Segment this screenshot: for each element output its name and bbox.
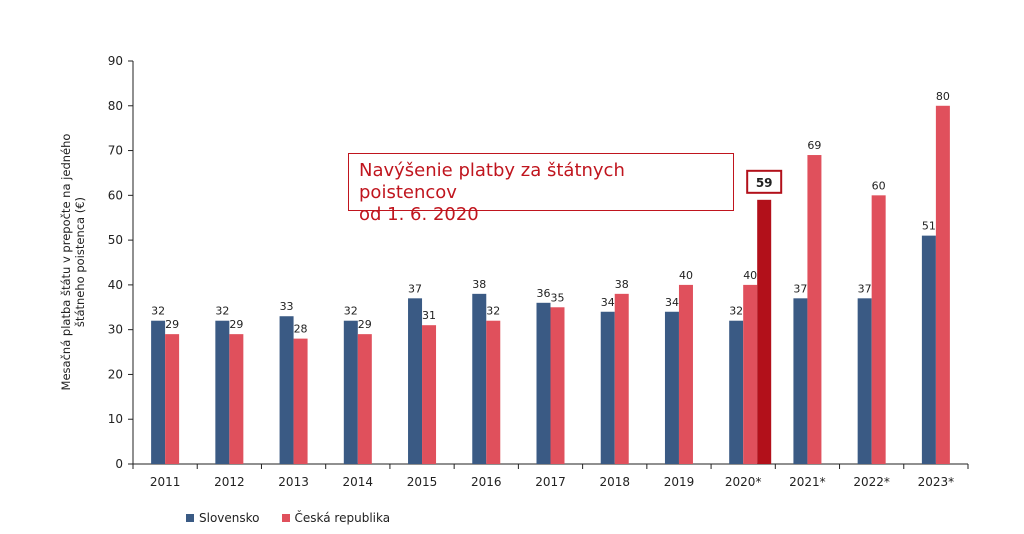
bar-slovensko: [729, 320, 744, 464]
data-label-slovensko: 33: [280, 300, 294, 313]
x-tick-label: 2012: [214, 475, 245, 489]
data-label-slovensko: 51: [922, 220, 936, 233]
bar-ceska-republika: [293, 338, 308, 464]
legend-label-slovensko: Slovensko: [199, 511, 260, 525]
bar-slovensko: [536, 302, 551, 464]
bar-slovensko: [279, 316, 294, 464]
annotation-line-2: od 1. 6. 2020: [359, 204, 479, 225]
highlight-label-box: [746, 169, 783, 194]
bar-ceska-republika: [422, 325, 437, 464]
x-tick-label: 2017: [535, 475, 566, 489]
legend-swatch-slovensko: [186, 514, 194, 522]
data-label-ceska-republika: 31: [422, 309, 436, 322]
data-label-slovensko: 37: [793, 282, 807, 295]
bars: [151, 105, 950, 465]
y-tick-label: 70: [108, 144, 123, 158]
data-label-ceska-republika: 69: [807, 139, 821, 152]
legend-label-ceska-republika: Česká republika: [294, 511, 391, 525]
y-tick-label: 50: [108, 233, 123, 247]
highlight-data-label: 59: [756, 176, 773, 190]
bar-slovensko: [857, 298, 872, 464]
x-tick-label: 2019: [664, 475, 695, 489]
x-tick-label: 2014: [343, 475, 374, 489]
bar-slovensko: [151, 320, 166, 464]
data-label-slovensko: 36: [537, 287, 551, 300]
bar-ceska-republika: [229, 334, 244, 464]
data-label-ceska-republika: 29: [229, 318, 243, 331]
y-axis-label-line-2: štátneho poistenca (€): [73, 197, 87, 327]
x-tick-label: 2013: [278, 475, 309, 489]
x-tick-label: 2020*: [725, 475, 762, 489]
bar-ceska-republika: [678, 284, 693, 464]
data-label-slovensko: 37: [858, 282, 872, 295]
x-tick-label: 2023*: [918, 475, 955, 489]
bar-slovensko: [343, 320, 358, 464]
data-label-ceska-republika: 38: [615, 278, 629, 291]
bar-ceska-republika: [614, 293, 629, 464]
bar-ceska-republika: [486, 320, 501, 464]
legend-item-ceska-republika: Česká republika: [281, 511, 391, 525]
bar-highlight-2020: [757, 199, 772, 465]
data-label-slovensko: 32: [151, 305, 165, 318]
bar-ceska-republika: [871, 195, 886, 465]
annotation-box: Navýšenie platby za štátnych poistencov …: [348, 153, 734, 225]
data-label-ceska-republika: 35: [551, 291, 565, 304]
data-label-slovensko: 37: [408, 282, 422, 295]
x-tick-label: 2022*: [853, 475, 890, 489]
y-tick-label: 30: [108, 323, 123, 337]
bar-slovensko: [408, 298, 423, 464]
bar-ceska-republika: [935, 105, 950, 465]
bar-ceska-republika: [165, 334, 180, 464]
y-tick-label: 90: [108, 54, 123, 68]
data-label-ceska-republika: 29: [358, 318, 372, 331]
data-label-slovensko: 32: [215, 305, 229, 318]
bar-slovensko: [921, 235, 936, 464]
y-tick-label: 10: [108, 412, 123, 426]
bar-ceska-republika: [743, 284, 758, 464]
y-tick-label: 80: [108, 99, 123, 113]
data-label-ceska-republika: 60: [872, 179, 886, 192]
data-label-ceska-republika: 32: [486, 305, 500, 318]
bar-ceska-republika: [357, 334, 372, 464]
data-label-slovensko: 38: [472, 278, 486, 291]
axes: 0 10 20 30 40 50 60 70 80 90 2011 2012 2013 2014 2015 2…: [108, 54, 969, 489]
y-tick-label: 20: [108, 367, 123, 381]
bar-slovensko: [664, 311, 679, 464]
bar-slovensko: [600, 311, 615, 464]
data-label-slovensko: 32: [344, 305, 358, 318]
y-tick-label: 0: [115, 457, 123, 471]
bar-ceska-republika: [807, 155, 822, 465]
y-axis-label-line-1: Mesačná platba štátu v prepočte na jedné…: [59, 134, 73, 391]
annotation-line-1: Navýšenie platby za štátnych poistencov: [359, 160, 625, 203]
data-label-slovensko: 34: [601, 296, 615, 309]
x-tick-label: 2016: [471, 475, 502, 489]
data-label-ceska-republika: 80: [936, 90, 950, 103]
legend-swatch-ceska-republika: [281, 514, 290, 522]
x-tick-label: 2011: [150, 475, 181, 489]
data-label-ceska-republika: 28: [294, 323, 308, 336]
y-tick-label: 40: [108, 278, 123, 292]
bar-ceska-republika: [550, 307, 565, 464]
x-tick-label: 2018: [599, 475, 630, 489]
data-label-ceska-republika: 40: [679, 269, 693, 282]
data-label-ceska-republika: 40: [743, 269, 757, 282]
data-label-slovensko: 32: [729, 305, 743, 318]
data-label-ceska-republika: 29: [165, 318, 179, 331]
bar-slovensko: [215, 320, 230, 464]
bar-slovensko: [472, 293, 487, 464]
data-label-slovensko: 34: [665, 296, 679, 309]
bar-slovensko: [793, 298, 808, 464]
legend: Slovensko Česká republika: [186, 511, 390, 525]
legend-item-slovensko: Slovensko: [186, 511, 260, 525]
x-tick-label: 2021*: [789, 475, 826, 489]
x-tick-label: 2015: [407, 475, 438, 489]
data-labels: 32 32 33 32 37 38 36 34 34 32 37 37 51 29 29 28 29 31 32 35…: [151, 90, 950, 336]
y-tick-label: 60: [108, 188, 123, 202]
